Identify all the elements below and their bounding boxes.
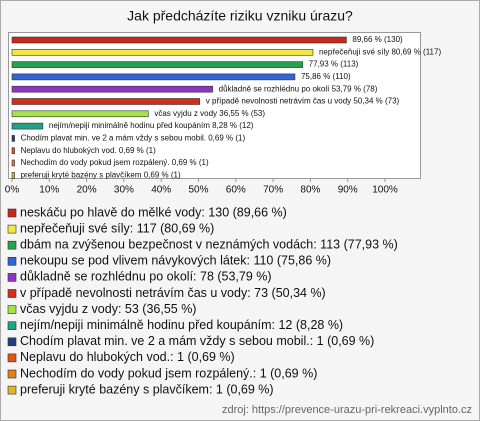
- bar: [11, 159, 15, 167]
- legend-swatch: [7, 321, 17, 331]
- x-tick-label: 10%: [39, 185, 59, 196]
- legend-label: nejím/nepiji minimálně hodinu před koupá…: [20, 318, 343, 332]
- x-tick-label: 70%: [263, 185, 283, 196]
- bar: [11, 147, 15, 154]
- legend-swatch: [7, 337, 17, 347]
- legend-label: nepřečeňuji své síly: 117 (80,69 %): [20, 221, 214, 235]
- value-label: nepřečeňuji své síly 80,69 % (117): [319, 47, 441, 56]
- legend-label: důkladně se rozhlédnu po okolí: 78 (53,7…: [20, 270, 272, 284]
- legend-label: včas vyjdu z vody: 53 (36,55 %): [20, 302, 196, 316]
- legend-swatch: [7, 305, 17, 314]
- chart-title: Jak předcházíte riziku vzniku úrazu?: [127, 8, 353, 24]
- value-label: 77,93 % (113): [309, 60, 359, 69]
- bar: [11, 61, 303, 68]
- bar: [11, 98, 201, 105]
- value-label: v případě nevolnosti netrávím čas u vody…: [206, 97, 400, 106]
- legend-swatch: [7, 385, 17, 395]
- plot-area: [8, 32, 421, 179]
- source: zdroj: https://prevence-urazu-pri-rekrea…: [222, 404, 472, 416]
- value-label: Nechodím do vody pokud jsem rozpálený. 0…: [21, 158, 209, 167]
- bar: [11, 73, 296, 81]
- x-tick-label: 0%: [5, 185, 20, 196]
- value-label: Neplavu do hlubokých vod. 0,69 % (1): [21, 146, 157, 155]
- legend-swatch: [7, 369, 17, 379]
- value-label: 89,66 % (130): [352, 35, 403, 44]
- x-tick-label: 30%: [114, 185, 134, 196]
- x-tick-label: 80%: [300, 185, 320, 196]
- x-tick-label: 50%: [188, 185, 208, 196]
- legend-label: dbám na zvýšenou bezpečnost v neznámých …: [20, 237, 398, 251]
- x-tick-label: 60%: [226, 185, 246, 196]
- value-label: důkladně se rozhlédnu po okolí 53,79 % (…: [219, 84, 378, 93]
- legend-label: Nechodím do vody pokud jsem rozpálený.: …: [20, 366, 317, 380]
- value-label: včas vyjdu z vody 36,55 % (53): [154, 109, 265, 118]
- legend-label: nekoupu se pod vlivem návykových látek: …: [20, 254, 331, 268]
- legend-label: v případě nevolnosti netrávím čas u vody…: [20, 286, 326, 300]
- x-tick-label: 40%: [151, 185, 171, 196]
- value-label: preferuji kryté bazény s plavčíkem 0,69 …: [21, 170, 181, 179]
- legend-label: Chodím plavat min. ve 2 a mám vždy s seb…: [20, 334, 374, 348]
- legend-label: preferuji kryté bazény s plavčíkem: 1 (0…: [20, 382, 274, 396]
- value-label: 75,86 % (110): [301, 72, 351, 81]
- x-tick-label: 90%: [338, 185, 358, 196]
- value-label: Chodím plavat min. ve 2 a mám vždy s seb…: [21, 134, 246, 143]
- x-tick-label: 20%: [77, 185, 97, 196]
- bar: [11, 135, 15, 142]
- bar: [11, 122, 44, 130]
- bar: [11, 85, 213, 93]
- legend-label: neskáču po hlavě do mělké vody: 130 (89,…: [20, 205, 287, 219]
- x-tick-label: 100%: [372, 185, 398, 196]
- legend-label: Neplavu do hlubokých vod.: 1 (0,69 %): [20, 350, 235, 364]
- legend-swatch: [7, 224, 17, 234]
- bar: [11, 110, 149, 118]
- legend-swatch: [7, 240, 17, 250]
- legend-swatch: [7, 273, 17, 282]
- legend-swatch: [7, 289, 17, 298]
- legend-swatch: [7, 256, 17, 266]
- bar: [11, 172, 15, 179]
- legend-swatch: [7, 208, 17, 218]
- bar: [11, 36, 347, 44]
- legend-swatch: [7, 353, 17, 363]
- bar: [11, 48, 314, 56]
- value-label: nejím/nepiji minimálně hodinu před koupá…: [49, 121, 254, 130]
